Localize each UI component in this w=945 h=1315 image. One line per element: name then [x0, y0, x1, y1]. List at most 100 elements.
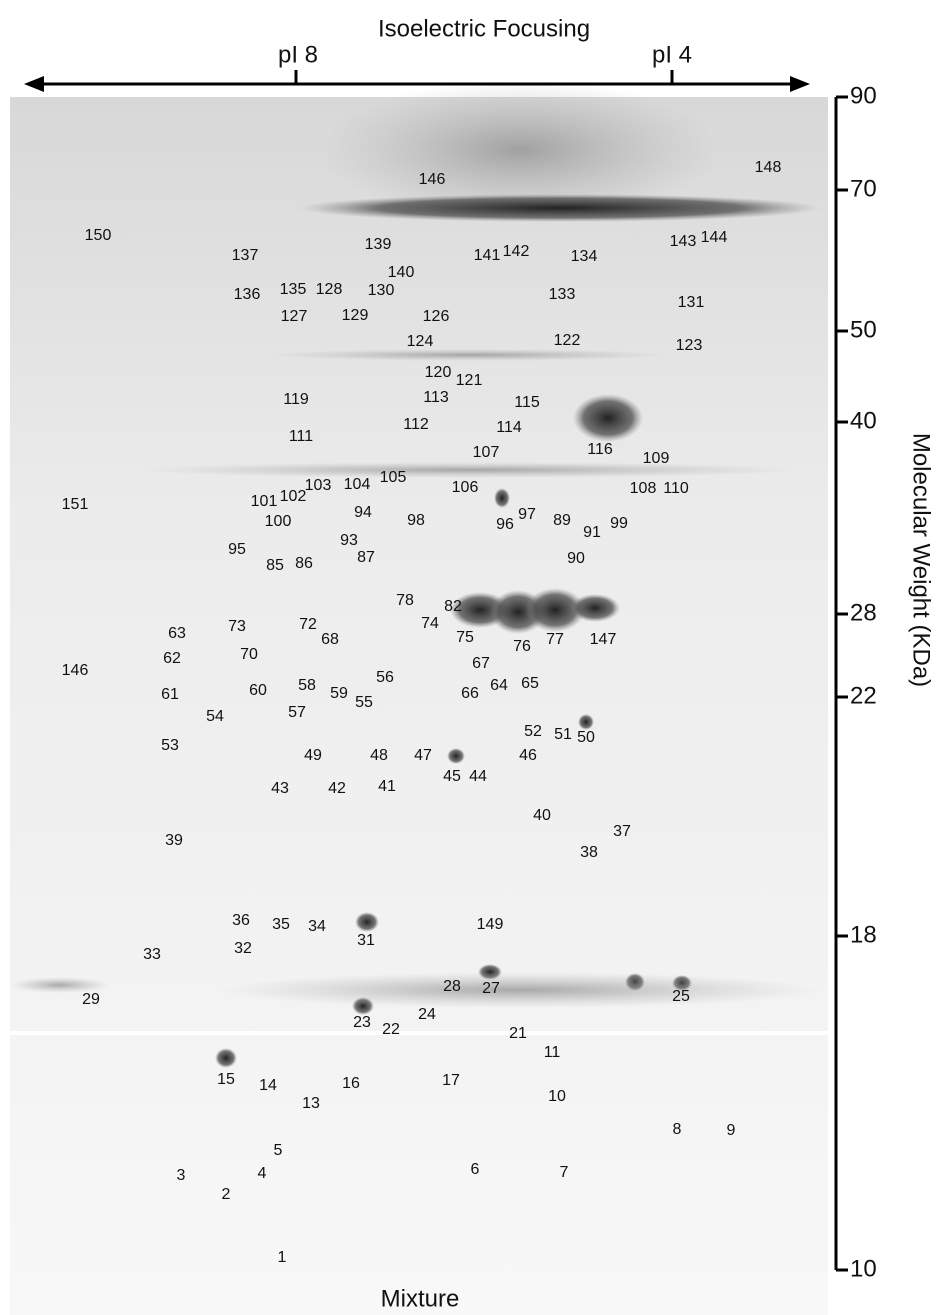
spot-label: 86	[295, 555, 313, 572]
spot-label: 45	[443, 768, 461, 785]
spot-label: 31	[357, 932, 375, 949]
spot-label: 10	[548, 1088, 566, 1105]
spot-label: 67	[472, 655, 490, 672]
title: Isoelectric Focusing	[378, 15, 590, 42]
spot-label: 40	[533, 807, 551, 824]
spot-label: 108	[630, 480, 657, 497]
spot-label: 109	[643, 450, 670, 467]
spot-label: 25	[672, 988, 690, 1005]
spot-label: 73	[228, 618, 246, 635]
spot-label: 90	[567, 550, 585, 567]
spot-label: 107	[473, 444, 500, 461]
spot-label: 129	[342, 307, 369, 324]
spot-label: 46	[519, 747, 537, 764]
spot-label: 74	[421, 615, 439, 632]
spot-label: 23	[353, 1014, 371, 1031]
spot-label: 134	[571, 248, 598, 265]
spot-label: 114	[496, 419, 522, 436]
spot-label: 103	[305, 477, 332, 494]
spot-label: 47	[414, 747, 432, 764]
spot-label: 13	[302, 1095, 320, 1112]
spot-label: 50	[577, 729, 595, 746]
spot-label: 66	[461, 685, 479, 702]
spot-label: 11	[544, 1044, 561, 1061]
header: Isoelectric Focusing pI 8 pI 4	[24, 15, 810, 92]
spot-label: 53	[161, 737, 179, 754]
spot-label: 104	[344, 476, 371, 493]
spot-label: 102	[280, 488, 307, 505]
spot-label: 75	[456, 629, 474, 646]
spot-label: 97	[518, 506, 536, 523]
spot-label: 55	[355, 694, 373, 711]
spot-label: 95	[228, 541, 246, 558]
spot-label: 62	[163, 650, 181, 667]
spot-label: 41	[378, 778, 396, 795]
spot-label: 116	[587, 441, 613, 458]
spot-label: 111	[289, 428, 313, 445]
spot-label: 119	[283, 391, 309, 408]
spot-label: 2	[222, 1186, 231, 1203]
spot-label: 101	[251, 493, 278, 510]
spot-label: 77	[546, 631, 564, 648]
spot-label: 89	[553, 512, 571, 529]
spot-label: 42	[328, 780, 346, 797]
spot-label: 146	[62, 662, 89, 679]
spot-label: 4	[258, 1165, 267, 1182]
spot-label: 106	[452, 479, 479, 496]
gel	[10, 80, 828, 1315]
mw-ticks: 90 70 50 40 28 22 18 10	[836, 82, 877, 1282]
spot-label: 148	[755, 159, 782, 176]
spot-label: 3	[177, 1167, 186, 1184]
spot-label: 151	[62, 496, 89, 513]
spot-label: 122	[554, 332, 581, 349]
spot-label: 28	[443, 978, 461, 995]
spot-label: 123	[676, 337, 703, 354]
spot-label: 44	[469, 768, 487, 785]
spot-label: 91	[583, 524, 601, 541]
spot-label: 35	[272, 916, 290, 933]
spot-label: 76	[513, 638, 531, 655]
spot-label: 16	[342, 1075, 360, 1092]
spot-label: 110	[663, 480, 689, 497]
spot-label: 112	[403, 416, 429, 433]
marker-label: pI 4	[652, 41, 692, 68]
spot-label: 33	[143, 946, 161, 963]
spot-label: 150	[85, 227, 112, 244]
spot-label: 141	[474, 247, 501, 264]
mw-tick-label: 40	[850, 407, 877, 434]
mw-tick-label: 10	[850, 1255, 877, 1282]
spot-label: 133	[549, 286, 576, 303]
spot-label: 14	[259, 1077, 277, 1094]
spot-label: 9	[727, 1122, 736, 1139]
spot-label: 52	[524, 723, 542, 740]
spot-label: 121	[456, 372, 483, 389]
spot-label: 24	[418, 1006, 436, 1023]
spot-label: 54	[206, 708, 224, 725]
spot-label: 139	[365, 236, 392, 253]
spot-label: 6	[471, 1161, 480, 1178]
arrow-head	[790, 76, 810, 92]
spot-label: 137	[232, 247, 259, 264]
spot-label: 136	[234, 286, 261, 303]
spot-label: 113	[423, 389, 449, 406]
spot-label: 72	[299, 616, 317, 633]
spot-label: 144	[701, 229, 728, 246]
spot-label: 65	[521, 675, 539, 692]
arrow-head	[24, 76, 44, 92]
spot-label: 78	[396, 592, 414, 609]
spot-label: 43	[271, 780, 289, 797]
spot-label: 48	[370, 747, 388, 764]
spot-label: 59	[330, 685, 348, 702]
spot-label: 140	[388, 264, 415, 281]
spot-label: 8	[673, 1121, 682, 1138]
spot-label: 147	[590, 631, 617, 648]
spot-label: 7	[560, 1164, 569, 1181]
spot-label: 124	[407, 333, 434, 350]
spot-label: 38	[580, 844, 598, 861]
mw-tick-label: 50	[850, 316, 877, 343]
spot-label: 5	[274, 1142, 283, 1159]
spot-label: 100	[265, 513, 292, 530]
mw-axis-title: Molecular Weight (KDa)	[908, 433, 935, 687]
